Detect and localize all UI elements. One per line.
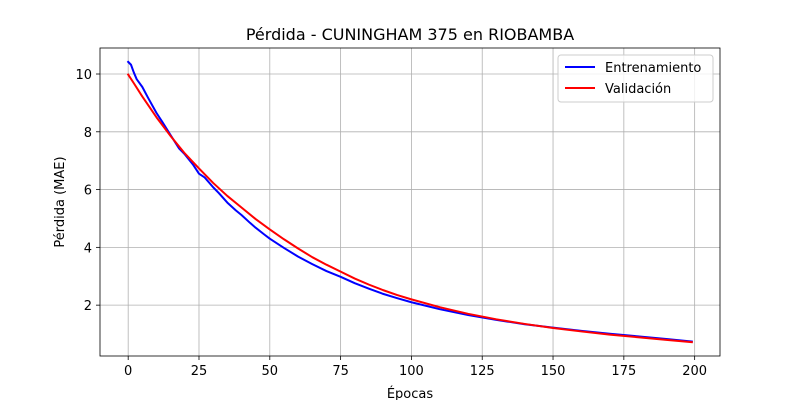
y-tick-label: 8 <box>84 126 92 141</box>
x-tick-label: 50 <box>262 364 279 379</box>
plot-frame <box>99 47 721 357</box>
x-tick-label: 175 <box>611 364 636 379</box>
series-layer <box>126 60 693 344</box>
y-axis-label: Pérdida (MAE) <box>53 156 68 247</box>
x-tick-label: 100 <box>399 364 424 379</box>
series-line-validacion <box>126 73 693 344</box>
legend-label-entrenamiento: Entrenamiento <box>605 61 701 76</box>
x-axis-label: Épocas <box>387 386 434 400</box>
x-tick-label: 0 <box>124 364 132 379</box>
y-tick-label: 4 <box>84 241 92 256</box>
y-tick-label: 2 <box>84 299 92 314</box>
legend-label-validacion: Validación <box>605 82 671 97</box>
chart-title: Pérdida - CUNINGHAM 375 en RIOBAMBA <box>246 25 574 44</box>
legend-box <box>557 54 714 103</box>
x-tick-label: 25 <box>191 364 208 379</box>
x-tick-label: 200 <box>682 364 707 379</box>
x-tick-label: 75 <box>332 364 349 379</box>
x-tick-label: 150 <box>541 364 566 379</box>
y-tick-label: 6 <box>84 184 92 199</box>
y-tick-label: 10 <box>75 68 92 83</box>
ticks-layer: 0 25 50 75 100 125 150 175 200 2 4 6 8 10 <box>75 68 707 379</box>
legend: Entrenamiento Validación <box>557 54 714 103</box>
x-tick-label: 125 <box>470 364 495 379</box>
